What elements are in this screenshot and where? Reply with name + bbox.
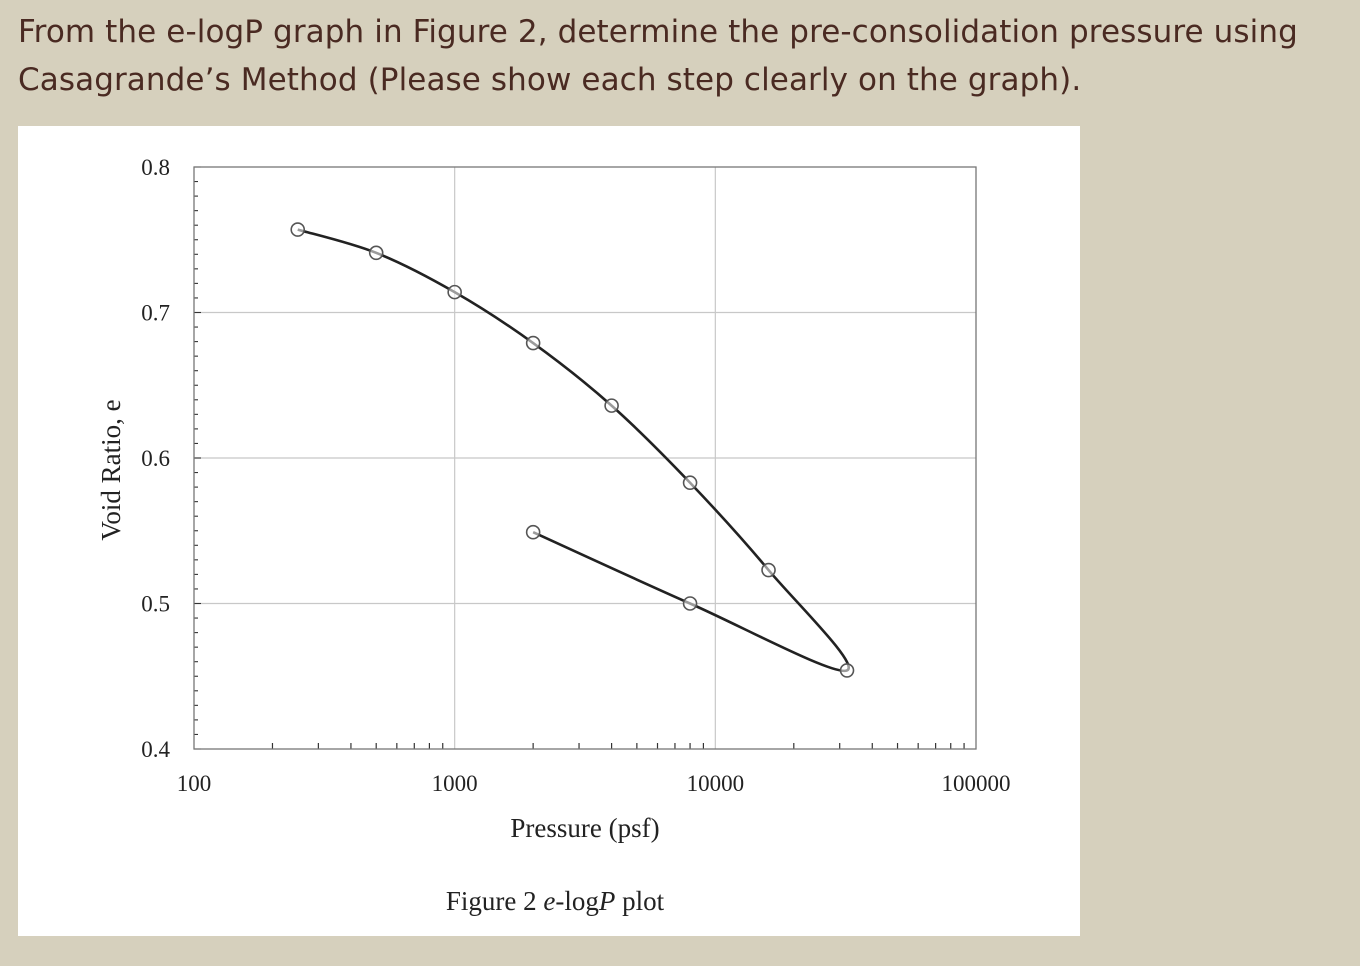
x-tick-label: 100	[177, 771, 212, 796]
figure-card: 0.4 0.5 0.6 0.7 0.8 100 1000 10000 100000 Press…	[18, 126, 1080, 936]
data-point	[447, 284, 462, 300]
x-tick-label: 10000	[687, 771, 745, 796]
data-point	[682, 596, 698, 611]
caption-part-5: plot	[615, 886, 664, 916]
data-point	[525, 524, 541, 540]
question-line-1: From the e-logP graph in Figure 2, deter…	[18, 14, 1298, 50]
y-tick-label: 0.8	[141, 155, 170, 180]
caption-part-2: e	[543, 886, 555, 916]
data-point	[682, 475, 698, 491]
caption-part-4: P	[598, 886, 616, 916]
y-tick-label: 0.6	[141, 446, 170, 471]
y-axis-title: Void Ratio, e	[96, 399, 126, 540]
x-tick-labels: 100 1000 10000 100000	[177, 771, 1011, 796]
figure-caption: Figure 2 e-logP plot	[446, 886, 665, 916]
plot-frame	[193, 166, 977, 750]
x-tick-label: 100000	[942, 771, 1011, 796]
x-axis-title: Pressure (psf)	[510, 813, 659, 843]
y-tick-label: 0.4	[141, 737, 170, 762]
caption-part-3: -log	[555, 886, 599, 916]
data-point	[839, 663, 855, 678]
y-tick-label: 0.5	[141, 592, 170, 617]
minor-ticks	[194, 166, 965, 750]
data-point	[368, 245, 384, 261]
y-tick-labels: 0.4 0.5 0.6 0.7 0.8	[141, 155, 170, 762]
data-point	[290, 222, 306, 237]
y-tick-label: 0.7	[141, 301, 170, 326]
marker-layer	[290, 222, 855, 678]
question-line-2: Casagrande’s Method (Please show each st…	[18, 62, 1082, 98]
caption-part-1: Figure 2	[446, 886, 544, 916]
data-point	[761, 562, 776, 578]
data-point	[604, 398, 619, 413]
data-point	[525, 335, 541, 351]
curve-layer	[297, 228, 850, 673]
e-logp-chart: 0.4 0.5 0.6 0.7 0.8 100 1000 10000 100000 Press…	[96, 155, 1011, 916]
x-tick-label: 1000	[432, 771, 478, 796]
e-logp-curve	[297, 228, 850, 673]
question-text: From the e-logP graph in Figure 2, deter…	[18, 8, 1348, 104]
grid-layer	[194, 167, 976, 749]
